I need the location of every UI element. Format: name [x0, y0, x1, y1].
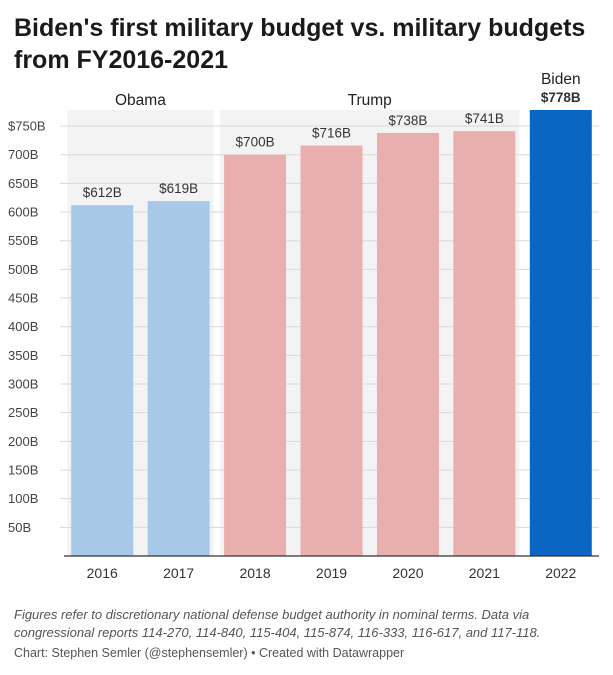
value-label: $612B [83, 185, 122, 200]
y-tick-label: $750B [8, 119, 46, 134]
y-tick-label: 450B [8, 291, 38, 306]
x-tick-label: 2017 [163, 565, 194, 581]
y-tick-label: 600B [8, 205, 38, 220]
chart-credit: Chart: Stephen Semler (@stephensemler) •… [14, 646, 405, 660]
y-tick-label: 700B [8, 147, 38, 162]
y-tick-label: 650B [8, 176, 38, 191]
value-label: $700B [236, 135, 275, 150]
bar-2017 [147, 201, 210, 556]
bar-2018 [224, 154, 287, 556]
chart-title: Biden's first military budget vs. milita… [14, 14, 586, 74]
group-labels: Obama Trump Biden [115, 71, 581, 109]
x-axis: 2016 2017 2018 2019 2020 2021 2022 [64, 555, 599, 581]
y-tick-label: 150B [8, 463, 38, 478]
x-tick-label: 2021 [469, 565, 500, 581]
group-shading [67, 110, 520, 556]
value-label: $738B [388, 113, 427, 128]
x-tick-label: 2018 [239, 565, 270, 581]
group-label-biden: Biden [541, 71, 581, 88]
x-tick-label: 2020 [392, 565, 423, 581]
value-label: $778B [541, 90, 581, 105]
group-label-trump: Trump [348, 92, 392, 109]
y-tick-label: 50B [8, 520, 31, 535]
y-tick-label: 250B [8, 405, 38, 420]
y-tick-label: 300B [8, 377, 38, 392]
bar-2019 [300, 145, 363, 556]
value-label: $716B [312, 126, 351, 141]
y-tick-label: 400B [8, 319, 38, 334]
chart-notes: Figures refer to discretionary national … [14, 607, 541, 640]
y-tick-label: 500B [8, 262, 38, 277]
value-label: $741B [465, 111, 504, 126]
y-tick-label: 100B [8, 491, 38, 506]
bars [71, 110, 592, 556]
value-labels: $612B $619B $700B $716B $738B $741B $778B [83, 90, 581, 200]
bar-2016 [71, 205, 134, 556]
x-tick-label: 2022 [545, 565, 576, 581]
bar-chart: 50B 100B 150B 200B 250B 300B 350B 400B 450B 500B 5… [8, 71, 599, 581]
x-tick-label: 2019 [316, 565, 347, 581]
y-tick-label: 550B [8, 233, 38, 248]
bar-2022 [529, 110, 592, 556]
bar-2020 [376, 132, 439, 556]
y-tick-label: 200B [8, 434, 38, 449]
bar-2021 [453, 131, 516, 556]
value-label: $619B [159, 181, 198, 196]
group-label-obama: Obama [115, 92, 166, 109]
x-tick-label: 2016 [87, 565, 118, 581]
y-tick-label: 350B [8, 348, 38, 363]
